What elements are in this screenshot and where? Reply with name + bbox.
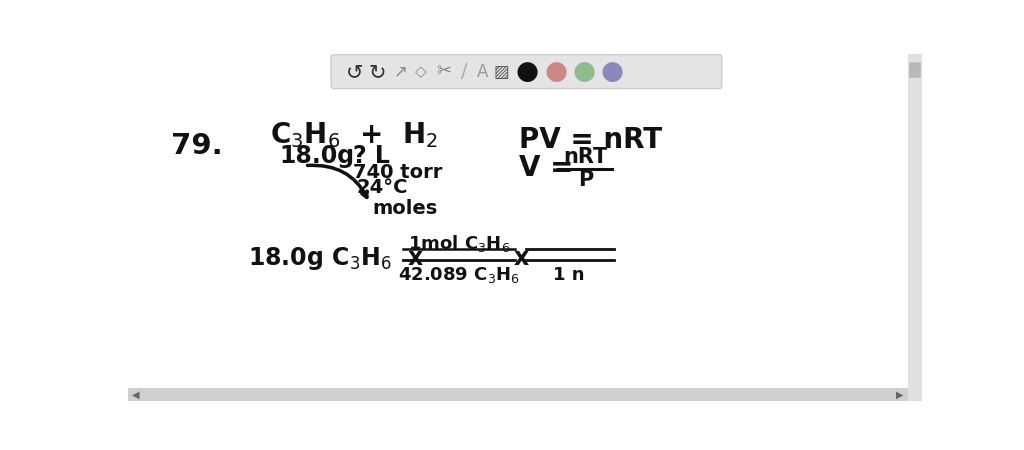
Text: 1 n: 1 n xyxy=(553,266,585,284)
Text: ↺: ↺ xyxy=(345,62,364,82)
Text: ◀: ◀ xyxy=(132,389,139,399)
Text: 18.0g: 18.0g xyxy=(280,144,354,168)
Text: 79.: 79. xyxy=(171,132,222,160)
Text: ✂: ✂ xyxy=(436,63,452,81)
Text: PV = nRT: PV = nRT xyxy=(519,126,663,154)
Text: P: P xyxy=(578,170,593,190)
Text: 42.089 C$_3$H$_6$: 42.089 C$_3$H$_6$ xyxy=(398,265,520,285)
Text: ? L: ? L xyxy=(352,144,389,168)
Text: ●: ● xyxy=(516,58,539,85)
Text: moles: moles xyxy=(372,198,437,217)
Text: 24°C: 24°C xyxy=(356,179,409,198)
FancyBboxPatch shape xyxy=(908,54,922,400)
Text: ●: ● xyxy=(572,58,595,85)
Text: ↻: ↻ xyxy=(369,62,386,82)
Text: /: / xyxy=(461,62,468,81)
Text: ↗: ↗ xyxy=(394,63,408,81)
Text: V =: V = xyxy=(519,154,573,182)
Text: A: A xyxy=(477,63,488,81)
FancyBboxPatch shape xyxy=(909,63,921,78)
Text: ●: ● xyxy=(545,58,567,85)
Text: ●: ● xyxy=(600,58,623,85)
Text: x: x xyxy=(514,246,529,270)
Text: ▨: ▨ xyxy=(494,63,509,81)
Text: ▶: ▶ xyxy=(896,389,903,399)
Text: 740 torr: 740 torr xyxy=(352,163,442,182)
FancyBboxPatch shape xyxy=(128,388,907,401)
FancyBboxPatch shape xyxy=(331,55,722,89)
Text: nRT: nRT xyxy=(563,147,607,167)
Text: ◇: ◇ xyxy=(415,64,427,79)
Text: 18.0g C$_3$H$_6$  x: 18.0g C$_3$H$_6$ x xyxy=(248,244,425,271)
Text: 1mol C$_3$H$_6$: 1mol C$_3$H$_6$ xyxy=(408,233,510,254)
Text: C$_3$H$_6$  +  H$_2$: C$_3$H$_6$ + H$_2$ xyxy=(270,120,438,150)
